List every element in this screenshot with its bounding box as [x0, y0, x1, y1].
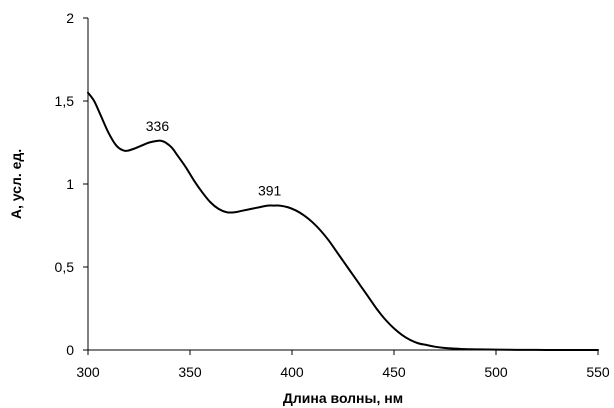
- peak-label: 336: [146, 118, 170, 134]
- x-tick-label: 550: [586, 364, 610, 380]
- x-tick-label: 400: [280, 364, 304, 380]
- y-tick-label: 1,5: [55, 93, 75, 109]
- peak-label: 391: [258, 183, 282, 199]
- y-tick-label: 0,5: [55, 259, 75, 275]
- x-tick-label: 450: [382, 364, 406, 380]
- y-tick-label: 1: [66, 176, 74, 192]
- y-axis-ticks: 0 0,5 1 1,5 2: [55, 10, 88, 358]
- x-axis-title: Длина волны, нм: [283, 390, 403, 406]
- x-tick-label: 350: [178, 364, 202, 380]
- x-axis-ticks: 300 350 400 450 500 550: [76, 350, 610, 380]
- y-tick-label: 2: [66, 10, 74, 26]
- peak-annotations: 336 391: [146, 118, 282, 199]
- y-tick-label: 0: [66, 342, 74, 358]
- x-tick-label: 300: [76, 364, 100, 380]
- x-tick-label: 500: [484, 364, 508, 380]
- y-axis-title: А, усл. ед.: [8, 149, 24, 219]
- absorbance-curve: [87, 91, 599, 352]
